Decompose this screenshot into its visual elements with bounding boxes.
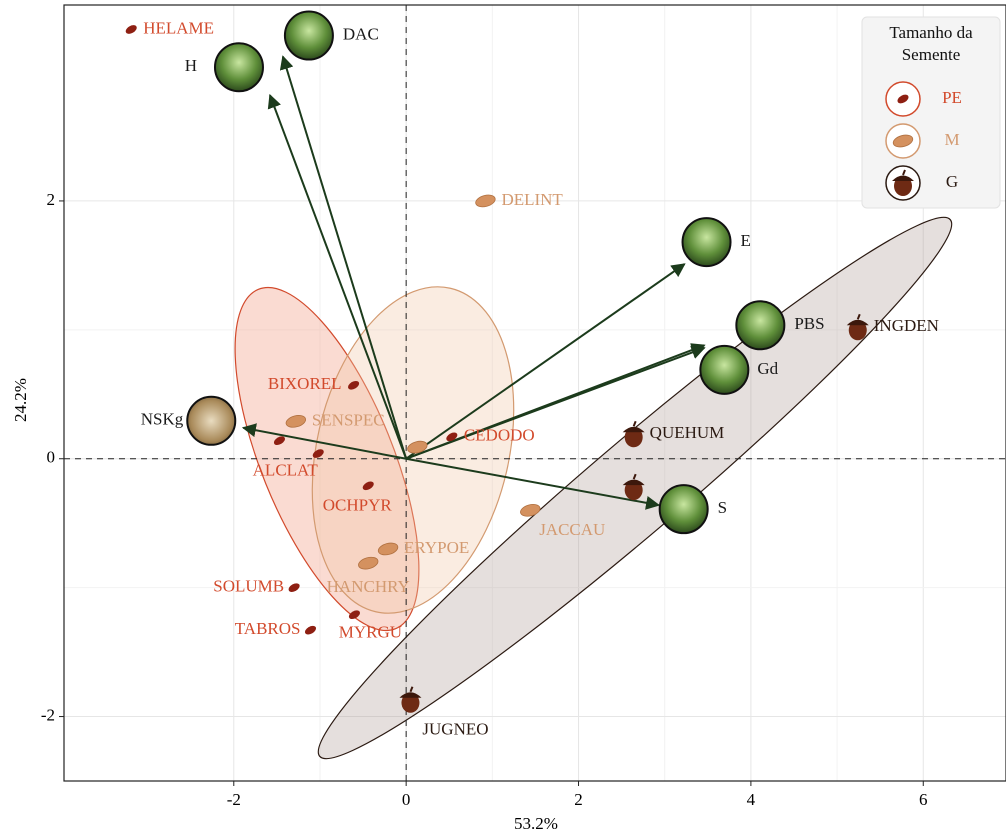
point: [287, 582, 301, 594]
vector-label: S: [718, 498, 727, 517]
legend-label: PE: [942, 88, 962, 107]
point-label: TABROS: [235, 619, 301, 638]
vector-icon: [700, 346, 748, 394]
x-tick-label: 6: [919, 790, 928, 809]
vector-icon: [736, 301, 784, 349]
point-label: JACCAU: [539, 520, 605, 539]
vector-label: NSKg: [141, 410, 184, 429]
point-label: DELINT: [501, 190, 563, 209]
legend-label: M: [944, 130, 959, 149]
point-label: SOLUMB: [213, 577, 284, 596]
point-label: HELAME: [143, 18, 214, 37]
point-label: OCHPYR: [323, 496, 393, 515]
vector-label: Gd: [757, 359, 778, 378]
point-label: ALCLAT: [253, 460, 319, 479]
y-tick-label: 0: [47, 448, 56, 467]
vector-label: DAC: [343, 24, 379, 43]
point: [474, 193, 496, 209]
chart: H DAC E PBS Gd NSKg S HELAME BIXOREL CEDODO ALCLAT…: [0, 0, 1006, 836]
x-tick-label: 4: [747, 790, 756, 809]
page: H DAC E PBS Gd NSKg S HELAME BIXOREL CEDODO ALCLAT…: [0, 0, 1006, 836]
y-tick-label: 2: [47, 190, 56, 209]
point-label: INGDEN: [874, 316, 939, 335]
vector-label: H: [185, 56, 197, 75]
legend-title: Tamanho da Semente: [864, 22, 998, 66]
ellipses: [197, 185, 980, 792]
vector-icon: [683, 218, 731, 266]
legend-label: G: [946, 172, 958, 191]
vector-icon: [215, 43, 263, 91]
acorn-stem: [634, 421, 636, 426]
point-label: SENSPEC: [312, 410, 385, 429]
x-tick-label: 2: [574, 790, 583, 809]
seed: [287, 582, 301, 594]
point: [124, 23, 138, 35]
point-label: MYRGU: [339, 623, 402, 642]
x-tick-label: -2: [227, 790, 241, 809]
point-label: ERYPOE: [404, 538, 469, 557]
point: [303, 624, 317, 636]
point-label: QUEHUM: [650, 423, 725, 442]
point-label: CEDODO: [464, 426, 535, 445]
x-tick-label: 0: [402, 790, 411, 809]
point-label: JUGNEO: [422, 720, 488, 739]
x-axis-label: 53.2%: [514, 814, 558, 833]
seed: [124, 23, 138, 35]
vector-icon: [285, 12, 333, 60]
vector-label: PBS: [794, 314, 824, 333]
seed: [474, 193, 496, 209]
vector-icon: [187, 397, 235, 445]
seed: [303, 624, 317, 636]
vector-icon: [660, 485, 708, 533]
y-tick-label: -2: [41, 705, 55, 724]
vector-label: E: [741, 231, 751, 250]
y-axis-label: 24.2%: [11, 378, 30, 422]
point-label: BIXOREL: [268, 374, 342, 393]
point-label: HANCHRY: [327, 577, 410, 596]
